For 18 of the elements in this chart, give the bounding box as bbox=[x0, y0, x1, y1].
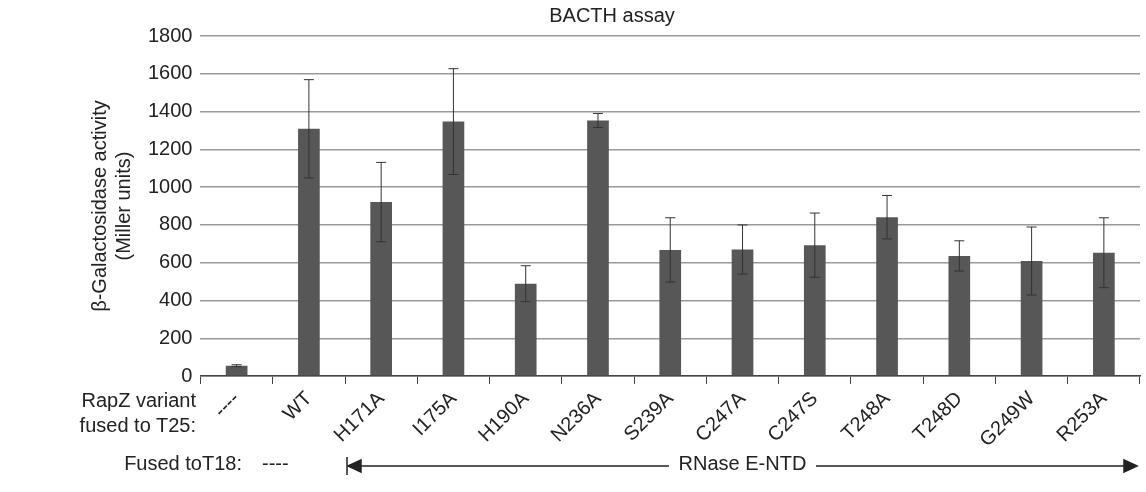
y-tick-label: 400 bbox=[159, 288, 193, 311]
y-tick-label: 1000 bbox=[147, 174, 193, 197]
text: Fused toT18: bbox=[124, 452, 242, 475]
text: ---- bbox=[262, 452, 289, 475]
x-axis-title: RapZ variant fused to T25: bbox=[78, 388, 196, 438]
y-tick-label: 800 bbox=[159, 212, 193, 235]
chart-title: BACTH assay bbox=[549, 3, 675, 26]
y-axis-title: β-Galactosidase activity (Miller units) bbox=[87, 100, 134, 312]
y-tick-label: 1600 bbox=[147, 61, 193, 84]
y-tick-label: 600 bbox=[159, 250, 193, 273]
text: RNase E-NTD bbox=[668, 452, 817, 474]
y-tick-label: 0 bbox=[181, 363, 193, 386]
y-tick-label: 200 bbox=[159, 325, 193, 348]
y-tick-label: 1800 bbox=[147, 23, 193, 46]
y-tick-label: 1400 bbox=[147, 99, 193, 122]
x-tick-label: WT bbox=[278, 386, 316, 425]
x-tick-label: ---- bbox=[208, 386, 244, 422]
y-tick-label: 1200 bbox=[147, 136, 193, 159]
